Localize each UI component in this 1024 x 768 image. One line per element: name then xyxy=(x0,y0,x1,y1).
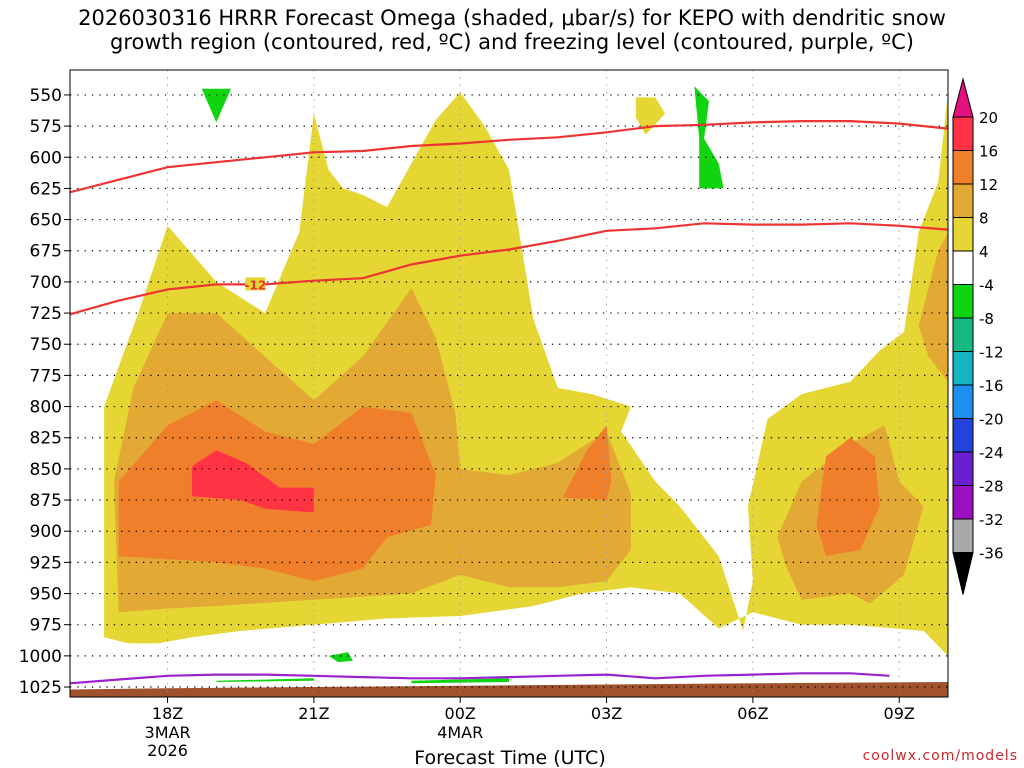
y-tick-label-875: 875 xyxy=(30,491,62,511)
y-tick-label-600: 600 xyxy=(30,148,62,168)
y-tick-label-950: 950 xyxy=(30,585,62,605)
omega-region-12 xyxy=(216,678,314,682)
colorbar-bin-8 xyxy=(952,384,974,419)
colorbar-label-11: -28 xyxy=(979,478,1004,496)
y-tick-label-575: 575 xyxy=(30,117,62,137)
colorbar-label-13: -36 xyxy=(979,545,1004,563)
omega-region-13 xyxy=(411,678,509,684)
dgz-lower-contour xyxy=(70,222,948,316)
colorbar-label-3: 8 xyxy=(979,210,989,228)
colorbar-label-0: 20 xyxy=(979,109,998,127)
colorbar-bin-4 xyxy=(952,250,974,285)
x-tick-label-03Z: 03Z xyxy=(591,704,622,723)
colorbar-bin-0 xyxy=(952,116,974,151)
colorbar-bin-3 xyxy=(952,217,974,252)
colorbar-label-2: 12 xyxy=(979,176,998,194)
chart-title: 2026030316 HRRR Forecast Omega (shaded, … xyxy=(78,6,946,54)
contour-label-bg xyxy=(245,277,266,291)
terrain-fill xyxy=(70,682,948,697)
colorbar-label-6: -8 xyxy=(979,310,994,328)
colorbar-label-8: -16 xyxy=(979,377,1004,395)
colorbar-label-9: -20 xyxy=(979,411,1004,429)
y-tick-label-825: 825 xyxy=(30,429,62,449)
x-tick-label-21Z: 21Z xyxy=(298,704,329,723)
omega-region-7 xyxy=(816,437,880,557)
x-tick-label-06Z: 06Z xyxy=(737,704,768,723)
credit-text: coolwx.com/models xyxy=(862,748,1018,764)
omega-shading xyxy=(70,86,948,697)
y-tick-label-925: 925 xyxy=(30,553,62,573)
colorbar-label-10: -24 xyxy=(979,444,1004,462)
colorbar-bin-2 xyxy=(952,183,974,218)
colorbar-bin-11 xyxy=(952,485,974,520)
y-tick-label-725: 725 xyxy=(30,304,62,324)
colorbar-label-7: -12 xyxy=(979,344,1004,362)
colorbar-label-12: -32 xyxy=(979,511,1004,529)
y-tick-label-900: 900 xyxy=(30,522,62,542)
colorbar-bottom-arrow xyxy=(952,552,974,595)
colorbar-top-arrow xyxy=(952,77,974,118)
x-axis-label: Forecast Time (UTC) xyxy=(414,747,605,768)
colorbar-bin-10 xyxy=(952,451,974,486)
omega-region-9 xyxy=(201,88,231,123)
colorbar-bin-1 xyxy=(952,150,974,185)
y-tick-label-625: 625 xyxy=(30,179,62,199)
y-tick-label-975: 975 xyxy=(30,616,62,636)
colorbar-label-4: 4 xyxy=(979,243,989,261)
colorbar: 20 16 12 8 4 -4 -8 -12 -16 -20 -24 -28 -32 -36 xyxy=(952,77,1004,595)
freezing-level-contour xyxy=(70,672,890,685)
y-tick-label-650: 650 xyxy=(30,211,62,231)
x-tick-label-18Z: 18Z xyxy=(152,704,183,723)
x-tick-label-00Z: 00Z xyxy=(445,704,476,723)
omega-region-6 xyxy=(562,425,612,500)
y-tick-label-800: 800 xyxy=(30,398,62,418)
y-tick-label-850: 850 xyxy=(30,460,62,480)
colorbar-bin-12 xyxy=(952,518,974,553)
y-tick-label-775: 775 xyxy=(30,366,62,386)
x-tick-label-09Z: 09Z xyxy=(884,704,915,723)
x-tick-sublabel-3MAR: 3MAR xyxy=(145,723,191,742)
grid xyxy=(70,70,948,697)
colorbar-bin-7 xyxy=(952,351,974,386)
y-tick-label-1000: 1000 xyxy=(19,647,62,667)
omega-region-1 xyxy=(635,97,666,135)
omega-region-8 xyxy=(191,450,314,513)
y-tick-label-1025: 1025 xyxy=(19,678,62,698)
dgz-upper-contour xyxy=(70,120,948,194)
y-tick-label-675: 675 xyxy=(30,242,62,262)
plot-frame xyxy=(69,69,949,698)
colorbar-label-5: -4 xyxy=(979,277,994,295)
colorbar-bin-6 xyxy=(952,317,974,352)
omega-region-10 xyxy=(694,86,724,189)
colorbar-label-1: 16 xyxy=(979,143,998,161)
x-tick-sublabel-2026: 2026 xyxy=(147,741,188,760)
contour-label: -12 xyxy=(245,278,267,292)
omega-region-4 xyxy=(918,232,948,382)
y-tick-label-750: 750 xyxy=(30,335,62,355)
colorbar-bin-9 xyxy=(952,418,974,453)
y-axis: 550 575 600 625 650 675 700 725 750 775 800 825 850 8… xyxy=(19,86,70,698)
colorbar-bin-5 xyxy=(952,284,974,319)
x-tick-sublabel-4MAR: 4MAR xyxy=(437,723,483,742)
y-tick-label-700: 700 xyxy=(30,273,62,293)
omega-region-11 xyxy=(328,652,353,663)
contour-lines: -12 xyxy=(70,120,948,685)
y-tick-label-550: 550 xyxy=(30,86,62,106)
